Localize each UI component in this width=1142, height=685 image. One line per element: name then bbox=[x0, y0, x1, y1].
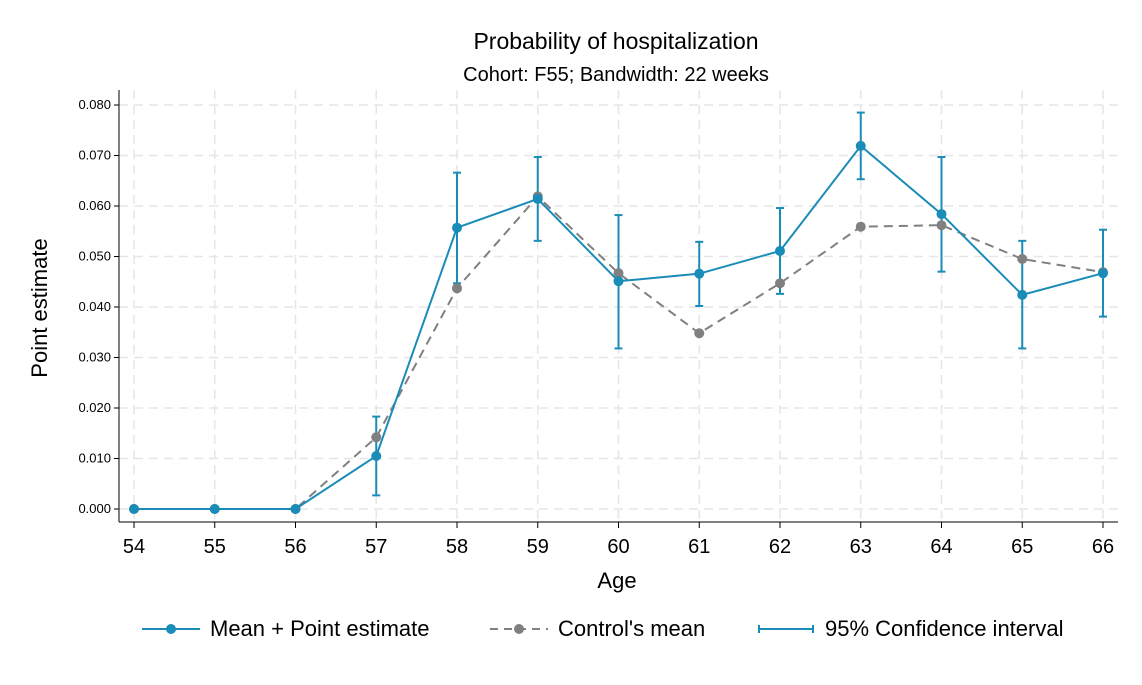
x-tick-label: 65 bbox=[1011, 536, 1033, 558]
chart-subtitle: Cohort: F55; Bandwidth: 22 weeks bbox=[463, 64, 769, 86]
legend-mean-marker bbox=[142, 624, 200, 634]
point-mean bbox=[532, 193, 543, 204]
point-mean bbox=[1017, 289, 1028, 300]
point-control bbox=[855, 221, 866, 232]
confidence-intervals bbox=[372, 111, 1107, 497]
y-tick-label: 0.050 bbox=[78, 249, 111, 264]
point-control bbox=[1017, 254, 1028, 265]
point-mean bbox=[936, 209, 947, 220]
x-tick-label: 55 bbox=[204, 536, 226, 558]
legend: Mean + Point estimate Control's mean 95%… bbox=[0, 616, 1142, 648]
line-chart: 0.000 0.010 0.020 0.030 0.040 0.050 0.060 0.070… bbox=[27, 90, 1118, 593]
point-control bbox=[452, 283, 462, 294]
point-mean bbox=[371, 450, 382, 461]
point-mean bbox=[452, 222, 462, 233]
point-control bbox=[371, 432, 382, 443]
point-mean bbox=[209, 504, 220, 514]
point-mean bbox=[613, 276, 624, 287]
point-mean bbox=[855, 140, 866, 151]
x-tick-label: 66 bbox=[1092, 536, 1114, 558]
y-tick-label: 0.010 bbox=[78, 451, 111, 466]
legend-ci-label: 95% Confidence interval bbox=[825, 616, 1064, 641]
x-tick-label: 54 bbox=[123, 536, 145, 558]
x-tick-label: 64 bbox=[930, 536, 952, 558]
point-control bbox=[694, 328, 705, 339]
point-mean bbox=[775, 245, 785, 256]
x-axis-label: Age bbox=[597, 568, 636, 593]
series-points bbox=[129, 140, 1108, 514]
legend-ci-marker bbox=[758, 625, 814, 633]
legend-mean-label: Mean + Point estimate bbox=[210, 616, 430, 641]
legend-item-ci: 95% Confidence interval bbox=[757, 616, 1063, 642]
y-tick-label: 0.020 bbox=[78, 400, 111, 415]
legend-item-mean: Mean + Point estimate bbox=[142, 616, 430, 642]
x-tick-label: 59 bbox=[527, 536, 549, 558]
x-tick-label: 61 bbox=[688, 536, 710, 558]
legend-control-marker bbox=[490, 624, 548, 634]
legend-item-control: Control's mean bbox=[490, 616, 705, 642]
point-mean bbox=[290, 504, 301, 514]
point-mean bbox=[1098, 268, 1108, 279]
point-control bbox=[613, 268, 624, 279]
y-axis-label: Point estimate bbox=[27, 238, 52, 377]
tick-labels: 0.000 0.010 0.020 0.030 0.040 0.050 0.060 0.070… bbox=[78, 97, 1114, 558]
x-tick-label: 62 bbox=[769, 536, 791, 558]
x-tick-label: 57 bbox=[365, 536, 387, 558]
point-control bbox=[775, 278, 785, 289]
axes bbox=[114, 90, 1118, 528]
y-tick-label: 0.030 bbox=[78, 350, 111, 365]
y-tick-label: 0.060 bbox=[78, 198, 111, 213]
x-tick-label: 60 bbox=[607, 536, 629, 558]
point-mean bbox=[694, 268, 705, 279]
chart-title: Probability of hospitalization bbox=[473, 28, 759, 54]
x-tick-label: 58 bbox=[446, 536, 468, 558]
y-tick-label: 0.080 bbox=[78, 97, 111, 112]
point-control bbox=[936, 220, 947, 231]
y-tick-label: 0.040 bbox=[78, 299, 111, 314]
y-tick-label: 0.070 bbox=[78, 148, 111, 163]
point-mean bbox=[129, 504, 139, 514]
x-tick-label: 63 bbox=[850, 536, 872, 558]
y-tick-label: 0.000 bbox=[78, 501, 111, 516]
x-tick-label: 56 bbox=[284, 536, 306, 558]
legend-control-label: Control's mean bbox=[558, 616, 706, 641]
